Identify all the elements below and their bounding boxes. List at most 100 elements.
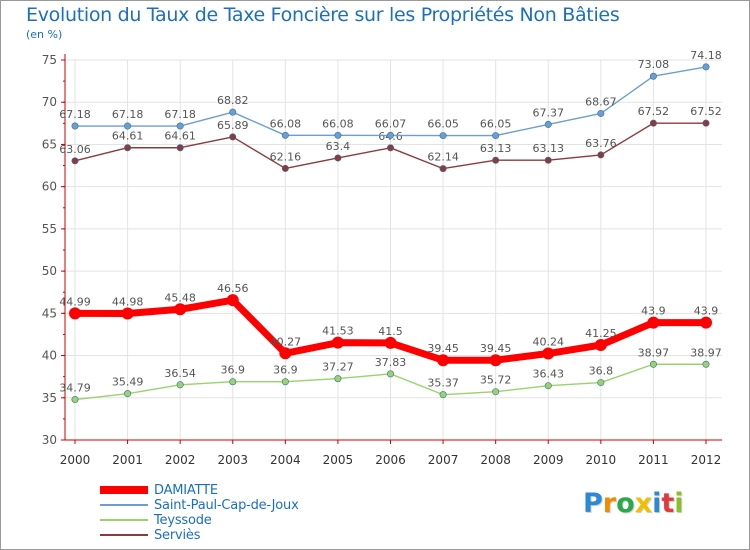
data-label-saint-paul-cap-de-joux: 68.82 — [217, 94, 249, 107]
data-point-teyssode — [176, 381, 184, 389]
data-label-servi-s: 63.06 — [59, 143, 91, 156]
data-label-teyssode: 36.54 — [164, 367, 196, 380]
data-label-saint-paul-cap-de-joux: 66.08 — [322, 117, 354, 130]
data-label-teyssode: 36.9 — [273, 364, 298, 377]
x-tick-label: 2002 — [165, 453, 196, 467]
y-tick-label: 65 — [42, 137, 57, 151]
data-point-saint-paul-cap-de-joux — [124, 122, 132, 130]
x-tick-label: 2006 — [375, 453, 406, 467]
x-tick-label: 2004 — [270, 453, 301, 467]
legend-label-damiatte: DAMIATTE — [154, 483, 218, 498]
data-point-damiatte — [542, 347, 555, 360]
data-point-damiatte — [700, 316, 712, 329]
data-label-teyssode: 38.97 — [638, 346, 670, 359]
data-point-saint-paul-cap-de-joux — [492, 132, 500, 140]
logo-letter: P — [583, 488, 603, 519]
data-point-servi-s — [281, 164, 289, 172]
data-point-servi-s — [124, 144, 132, 152]
legend-swatch-damiatte — [100, 486, 148, 494]
data-point-teyssode — [439, 391, 447, 399]
data-label-saint-paul-cap-de-joux: 67.37 — [533, 106, 565, 119]
data-label-servi-s: 67.52 — [690, 105, 722, 118]
data-label-servi-s: 64.61 — [112, 130, 144, 143]
data-label-damiatte: 40.27 — [270, 335, 302, 348]
x-tick-label: 2008 — [480, 453, 511, 467]
data-label-teyssode: 34.79 — [59, 382, 91, 395]
data-point-teyssode — [229, 378, 237, 386]
data-label-servi-s: 65.89 — [217, 119, 249, 132]
data-label-servi-s: 62.14 — [427, 151, 459, 164]
data-label-damiatte: 39.45 — [480, 342, 512, 355]
data-label-damiatte: 46.56 — [217, 282, 249, 295]
data-label-damiatte: 39.45 — [427, 342, 459, 355]
data-label-teyssode: 36.43 — [533, 368, 565, 381]
data-point-teyssode — [492, 388, 500, 396]
data-label-saint-paul-cap-de-joux: 74.18 — [690, 49, 722, 62]
data-label-saint-paul-cap-de-joux: 68.67 — [585, 95, 617, 108]
data-label-saint-paul-cap-de-joux: 66.07 — [375, 117, 407, 130]
data-label-servi-s: 63.4 — [326, 140, 351, 153]
data-point-damiatte — [174, 303, 187, 316]
y-tick-label: 35 — [42, 391, 57, 405]
y-tick-label: 75 — [42, 53, 57, 67]
data-label-servi-s: 63.76 — [585, 137, 617, 150]
legend-swatch-teyssode — [100, 519, 148, 521]
data-label-saint-paul-cap-de-joux: 67.18 — [59, 108, 91, 121]
x-tick-label: 2012 — [691, 453, 722, 467]
data-point-teyssode — [124, 390, 132, 398]
data-point-saint-paul-cap-de-joux — [176, 122, 184, 130]
data-label-servi-s: 63.13 — [533, 142, 565, 155]
data-point-damiatte — [489, 354, 502, 367]
data-point-servi-s — [334, 154, 342, 162]
data-label-damiatte: 41.25 — [585, 327, 617, 340]
legend-swatch-servies — [100, 534, 148, 536]
data-point-servi-s — [597, 151, 605, 159]
data-point-servi-s — [544, 156, 552, 164]
data-point-teyssode — [281, 378, 289, 386]
y-tick-label: 60 — [42, 180, 57, 194]
data-point-teyssode — [386, 370, 394, 378]
data-point-teyssode — [334, 375, 342, 383]
data-point-damiatte — [69, 307, 81, 320]
legend-label-servies: Serviès — [154, 528, 201, 543]
x-tick-label: 2001 — [112, 453, 143, 467]
x-tick-label: 2007 — [428, 453, 459, 467]
data-label-teyssode: 35.37 — [427, 377, 459, 390]
data-label-teyssode: 38.97 — [690, 346, 722, 359]
data-label-servi-s: 64.61 — [164, 130, 196, 143]
x-tick-label: 2003 — [217, 453, 248, 467]
data-point-damiatte — [331, 336, 344, 349]
x-tick-label: 2011 — [638, 453, 669, 467]
data-point-saint-paul-cap-de-joux — [334, 131, 342, 139]
data-label-servi-s: 63.13 — [480, 142, 512, 155]
data-point-saint-paul-cap-de-joux — [71, 122, 79, 130]
data-label-teyssode: 37.83 — [375, 356, 407, 369]
data-point-servi-s — [386, 144, 394, 152]
data-point-damiatte — [279, 347, 292, 360]
data-point-saint-paul-cap-de-joux — [544, 120, 552, 128]
chart-title: Evolution du Taux de Taxe Foncière sur l… — [26, 4, 620, 26]
data-point-servi-s — [439, 165, 447, 173]
data-point-saint-paul-cap-de-joux — [649, 72, 657, 80]
data-point-servi-s — [702, 119, 710, 127]
data-point-damiatte — [594, 339, 607, 351]
data-label-teyssode: 36.9 — [221, 364, 246, 377]
legend-label-teyssode: Teyssode — [154, 513, 212, 528]
data-label-servi-s: 62.16 — [270, 150, 302, 163]
data-label-damiatte: 45.48 — [164, 291, 196, 304]
data-label-servi-s: 67.52 — [638, 105, 670, 118]
data-point-saint-paul-cap-de-joux — [386, 131, 394, 139]
y-tick-label: 55 — [42, 222, 57, 236]
data-label-saint-paul-cap-de-joux: 73.08 — [638, 58, 670, 71]
y-tick-label: 70 — [42, 95, 57, 109]
data-label-damiatte: 44.98 — [112, 296, 144, 309]
data-label-damiatte: 41.53 — [322, 325, 354, 338]
data-point-damiatte — [647, 316, 660, 329]
data-point-teyssode — [702, 360, 710, 368]
x-tick-label: 2010 — [586, 453, 617, 467]
data-label-damiatte: 44.99 — [59, 295, 91, 308]
data-point-saint-paul-cap-de-joux — [702, 63, 710, 71]
data-label-teyssode: 36.8 — [589, 365, 614, 378]
data-point-teyssode — [544, 382, 552, 390]
